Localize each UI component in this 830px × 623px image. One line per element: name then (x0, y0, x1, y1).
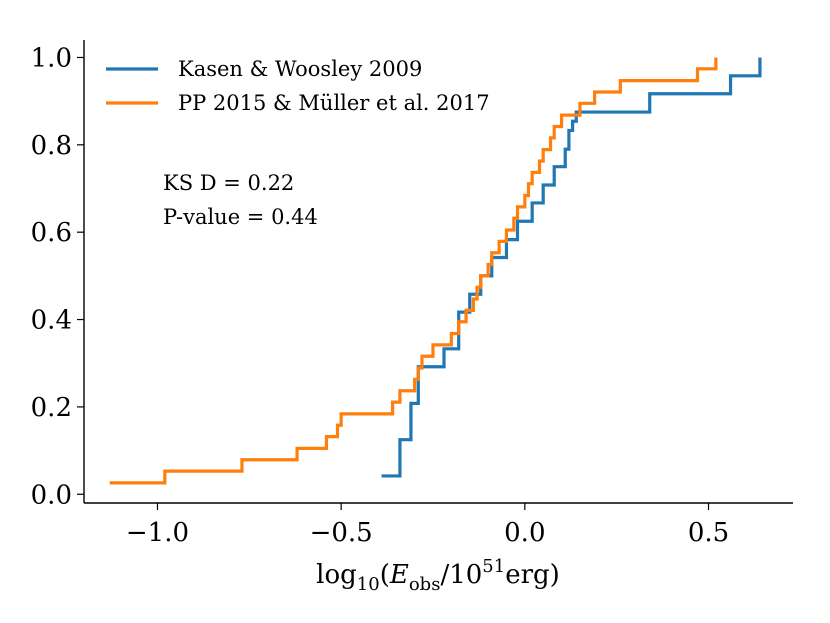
y-tick-label: 0.8 (31, 131, 72, 161)
legend-label-pp2015: PP 2015 & Müller et al. 2017 (178, 91, 490, 115)
legend: Kasen & Woosley 2009 PP 2015 & Müller et… (106, 57, 490, 115)
x-tick-label: 0.0 (504, 518, 545, 548)
y-tick-label: 0.4 (31, 306, 72, 336)
series-layer (109, 57, 762, 485)
y-tick-label: 0.6 (31, 218, 72, 248)
legend-label-kasen: Kasen & Woosley 2009 (178, 57, 422, 81)
series-line-1 (109, 57, 718, 485)
y-tick-label: 0.0 (31, 480, 72, 510)
x-tick-label: −1.0 (126, 518, 189, 548)
ticks: −1.0 −0.5 0.0 0.5 0.0 0.2 0.4 0.6 0.8 1.0 (31, 43, 730, 548)
p-value-annotation: P-value = 0.44 (163, 205, 318, 229)
y-tick-label: 0.2 (31, 393, 72, 423)
x-tick-label: 0.5 (688, 518, 729, 548)
x-tick-label: −0.5 (310, 518, 373, 548)
x-axis-label: log10(Eobs/1051erg) (316, 556, 560, 595)
ks-d-annotation: KS D = 0.22 (163, 171, 294, 195)
series-line-0 (381, 57, 762, 478)
axes (83, 40, 793, 504)
y-tick-label: 1.0 (31, 43, 72, 73)
